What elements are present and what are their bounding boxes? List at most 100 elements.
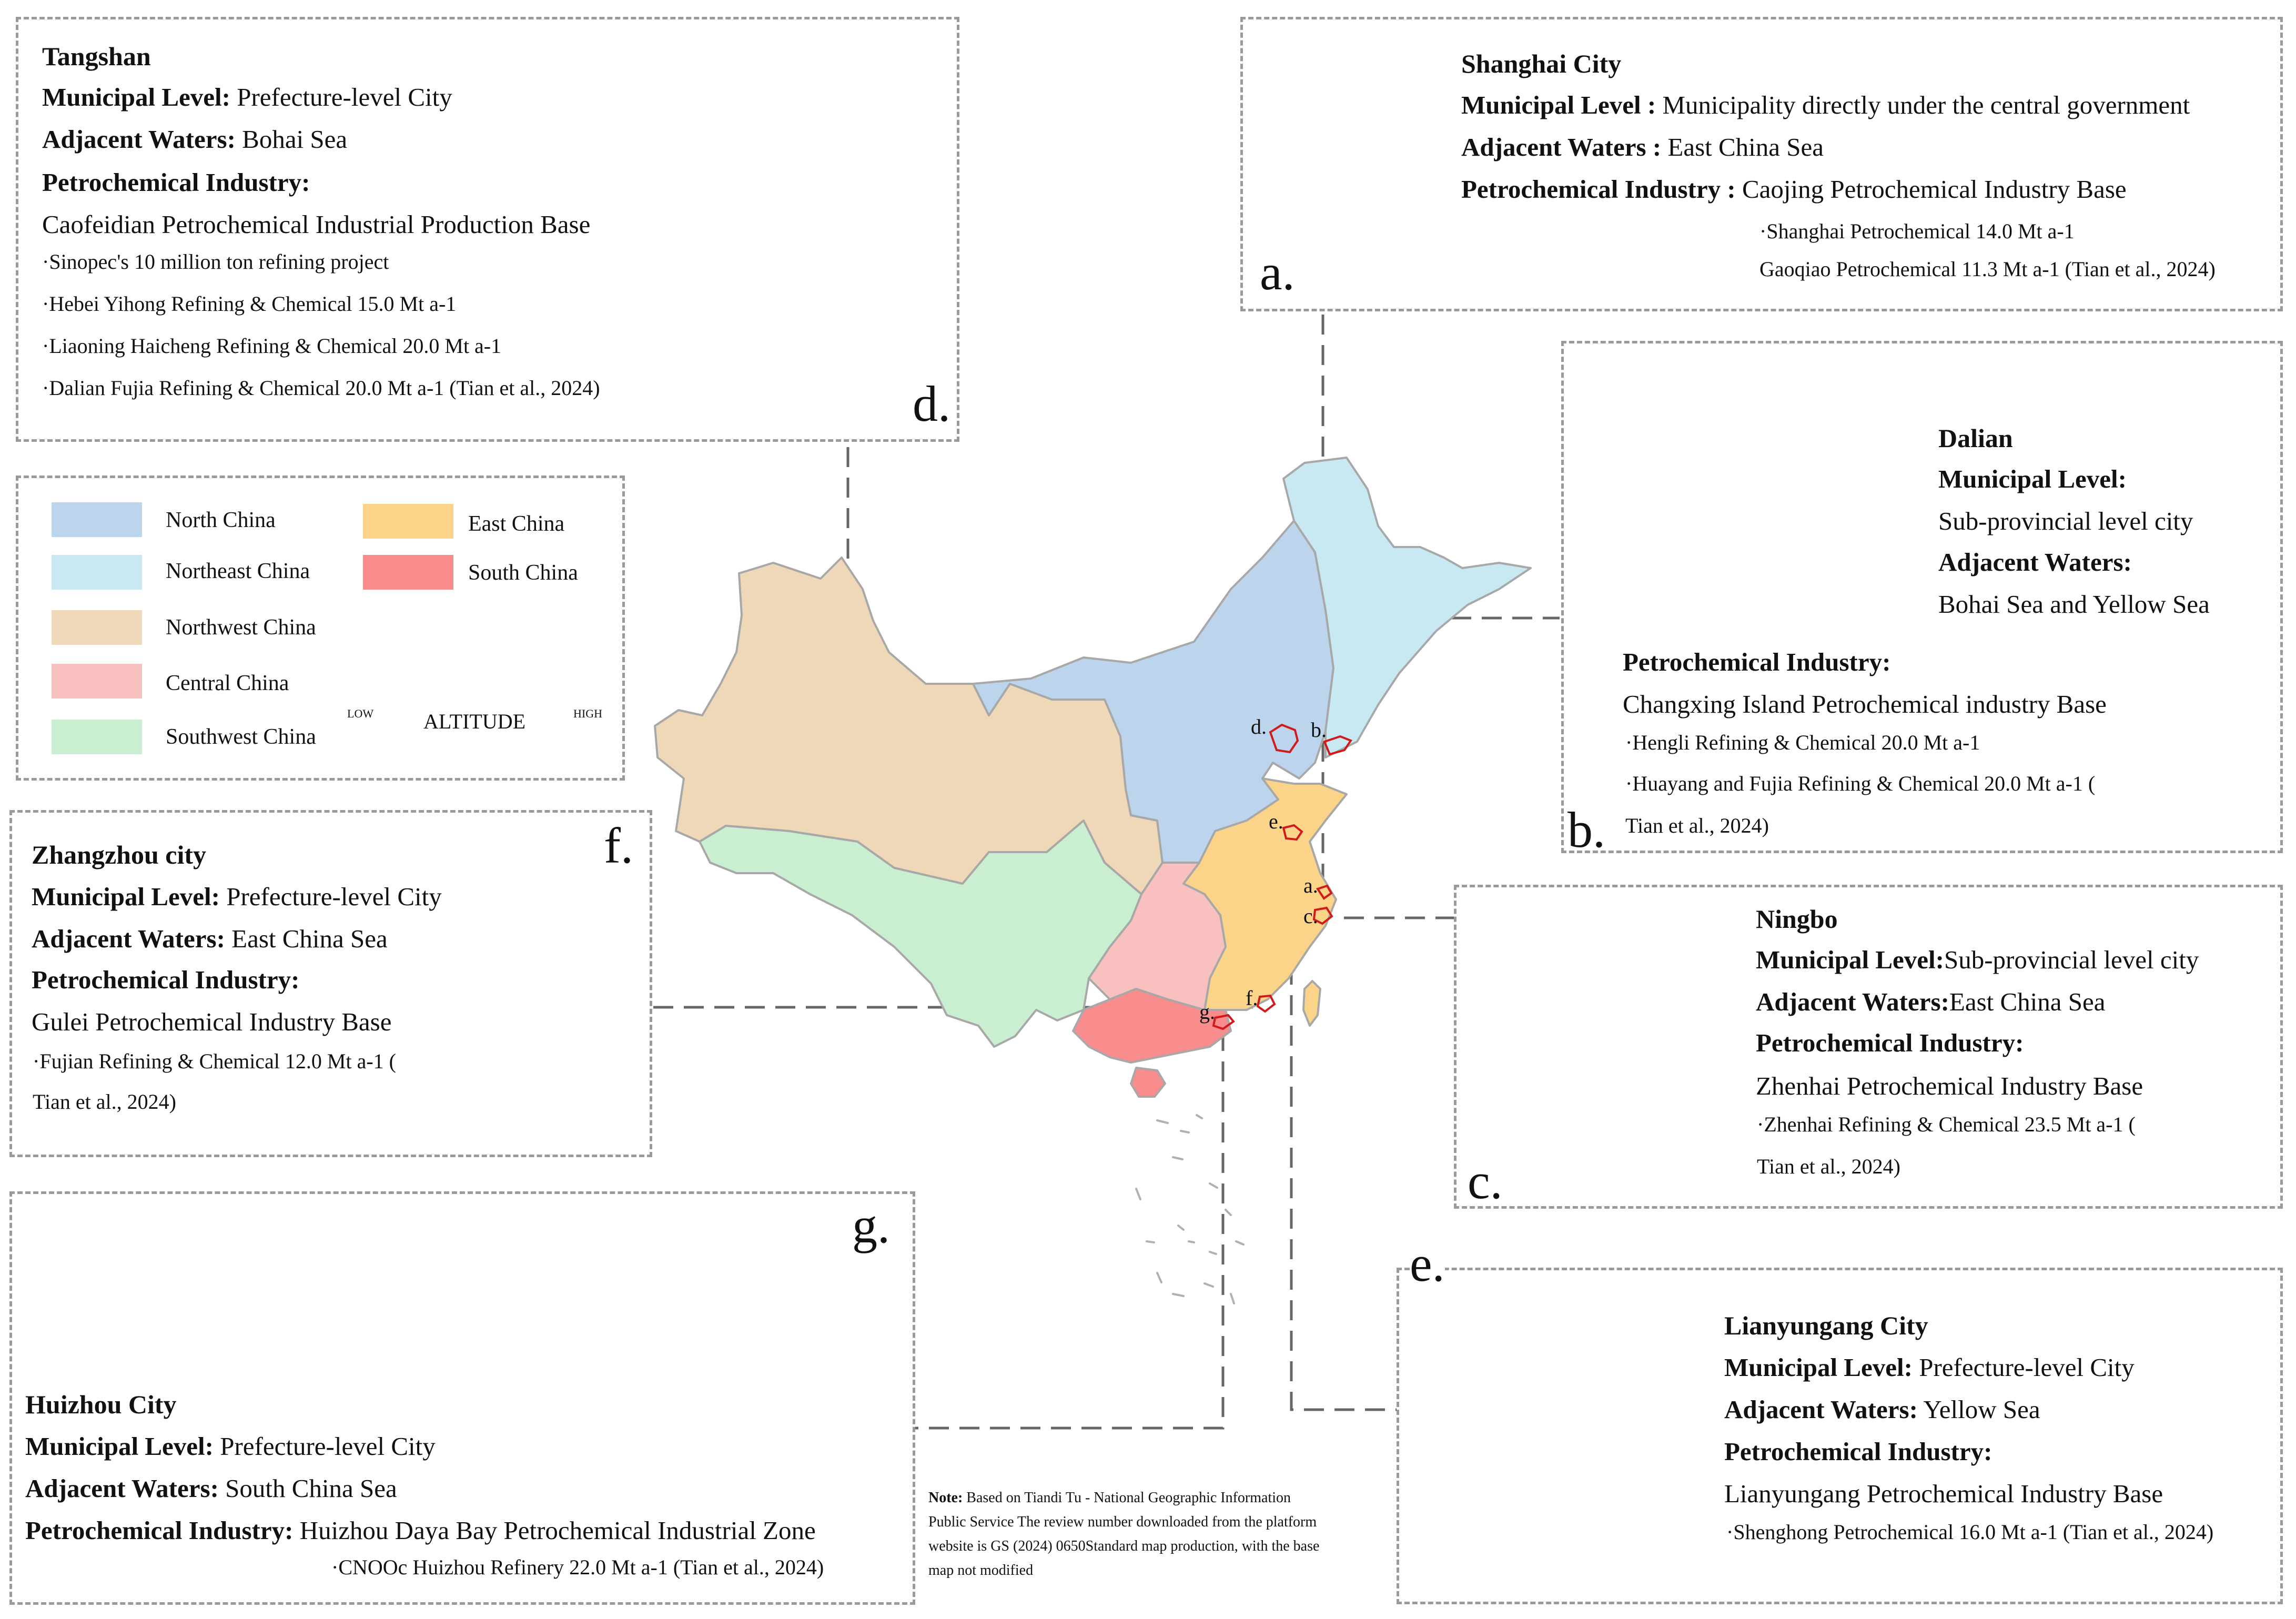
region-south [1072,988,1232,1064]
note-line-4: map not modified [928,1562,1034,1578]
waters-label: Adjacent Waters: [1724,1395,1918,1424]
panel-d-level: Municipal Level: Prefecture-level City [42,84,452,110]
panel-b-waters-value: Bohai Sea and Yellow Sea [1938,590,2210,619]
panel-d-item-4: ·Dalian Fujia Refining & Chemical 20.0 M… [42,376,600,400]
panel-b-industry-value: Changxing Island Petrochemical industry … [1623,690,2107,719]
panel-shanghai [1240,17,2283,311]
map-label-a: a. [1303,874,1318,897]
panel-b-level-label: Municipal Level: [1938,464,2127,493]
panel-f-item-2: Tian et al., 2024) [33,1090,176,1114]
panel-d-waters: Adjacent Waters: Bohai Sea [42,126,347,152]
marker-c [1312,906,1333,925]
panel-e-industry-label: Petrochemical Industry: [1724,1437,1992,1466]
note-line-3: website is GS (2024) 0650Standard map pr… [928,1538,1320,1554]
map-label-c: c. [1303,904,1318,928]
legend-label-central: Central China [166,671,289,695]
panel-d-letter: d. [913,376,950,432]
connector-e [1290,873,1397,1411]
marker-d [1269,723,1299,754]
panel-f-letter: f. [604,817,633,874]
panel-c-level: Municipal Level:Sub-provincial level cit… [1756,947,2199,973]
panel-c-item-1: ·Zhenhai Refining & Chemical 23.5 Mt a-1… [1757,1112,2136,1136]
legend-label-south: South China [468,561,578,585]
level-value: Prefecture-level City [237,83,452,112]
panel-g-level: Municipal Level: Prefecture-level City [25,1433,436,1459]
legend-altitude-high: HIGH [573,707,602,720]
panel-b-level-value: Sub-provincial level city [1938,507,2193,535]
map-label-b: b. [1311,718,1327,742]
panel-c-title: Ningbo [1756,904,1838,934]
panel-e-industry-value: Lianyungang Petrochemical Industry Base [1724,1479,2163,1508]
marker-f [1256,994,1276,1013]
panel-d-title: Tangshan [42,42,151,71]
industry-value: Huizhou Daya Bay Petrochemical Industria… [299,1516,816,1545]
panel-b-item-3: Tian et al., 2024) [1625,814,1769,837]
panel-ningbo [1454,885,2283,1209]
legend-altitude-low: LOW [347,707,374,720]
map-label-d: d. [1251,715,1267,738]
waters-value: East China Sea [1667,133,1824,161]
waters-label: Adjacent Waters: [25,1474,219,1503]
region-northeast [1282,457,1532,758]
panel-b-waters-label: Adjacent Waters: [1938,548,2132,576]
panel-e-letter: e. [1410,1236,1445,1292]
note-label: Note: [928,1490,963,1506]
panel-f-industry-label: Petrochemical Industry: [32,965,300,994]
industry-label: Petrochemical Industry: [25,1516,294,1545]
panel-huizhou [9,1191,915,1605]
level-label: Municipal Level: [42,83,230,112]
south-china-sea-islands [1135,1114,1245,1304]
legend-swatch-east [363,504,453,539]
marker-a [1316,884,1333,900]
marker-b [1323,735,1353,756]
panel-a-waters: Adjacent Waters : East China Sea [1461,134,1824,160]
industry-value: Caojing Petrochemical Industry Base [1742,175,2127,204]
panel-d-industry-value: Caofeidian Petrochemical Industrial Prod… [42,210,591,239]
map-note: Note: Based on Tiandi Tu - National Geog… [928,1486,1319,1583]
legend-label-northwest: Northwest China [166,615,316,640]
legend-label-northeast: Northeast China [166,559,310,583]
note-line-1: Note: Based on Tiandi Tu - National Geog… [928,1486,1319,1510]
waters-label: Adjacent Waters : [1461,133,1662,161]
level-value: Sub-provincial level city [1944,945,2199,974]
level-label: Municipal Level: [1724,1353,1913,1382]
legend-swatch-central [52,664,142,699]
map-label-e: e. [1269,810,1283,833]
panel-f-industry-value: Gulei Petrochemical Industry Base [32,1007,392,1036]
level-label: Municipal Level: [32,882,220,911]
panel-e-waters: Adjacent Waters: Yellow Sea [1724,1397,2040,1422]
panel-d-industry-label: Petrochemical Industry: [42,168,310,197]
legend-swatch-northwest [52,610,142,645]
level-label: Municipal Level : [1461,90,1656,119]
panel-g-letter: g. [852,1197,890,1253]
region-taiwan [1302,980,1321,1027]
city-markers [1212,723,1353,1030]
legend-altitude-label: ALTITUDE [423,710,526,733]
level-label: Municipal Level: [25,1432,214,1461]
marker-e [1282,824,1303,841]
legend-swatch-north [52,502,142,537]
note-text-1: Based on Tiandi Tu - National Geographic… [966,1490,1291,1506]
panel-tangshan [16,17,959,442]
panel-f-level: Municipal Level: Prefecture-level City [32,884,442,909]
panel-b-industry-label: Petrochemical Industry: [1623,647,1891,676]
waters-value: Yellow Sea [1923,1395,2040,1424]
legend-swatch-south [363,555,453,590]
waters-value: South China Sea [225,1474,397,1503]
panel-dalian [1561,341,2283,853]
panel-d-item-2: ·Hebei Yihong Refining & Chemical 15.0 M… [42,292,457,316]
panel-f-item-1: ·Fujian Refining & Chemical 12.0 Mt a-1 … [33,1049,396,1073]
panel-e-level: Municipal Level: Prefecture-level City [1724,1354,2135,1380]
panel-c-item-2: Tian et al., 2024) [1757,1155,1900,1178]
panel-b-item-2: ·Huayang and Fujia Refining & Chemical 2… [1625,772,2096,795]
map-label-f: f. [1246,986,1258,1010]
panel-a-item-2: Gaoqiao Petrochemical 11.3 Mt a-1 (Tian … [1759,257,2216,281]
panel-e-title: Lianyungang City [1724,1311,1928,1340]
panel-g-title: Huizhou City [25,1390,177,1419]
waters-value: East China Sea [231,924,388,953]
panel-b-letter: b. [1567,802,1605,858]
panel-a-title: Shanghai City [1461,49,1622,78]
panel-a-industry: Petrochemical Industry : Caojing Petroch… [1461,176,2127,202]
panel-f-waters: Adjacent Waters: East China Sea [32,926,388,952]
panel-g-industry: Petrochemical Industry: Huizhou Daya Bay… [25,1517,816,1543]
